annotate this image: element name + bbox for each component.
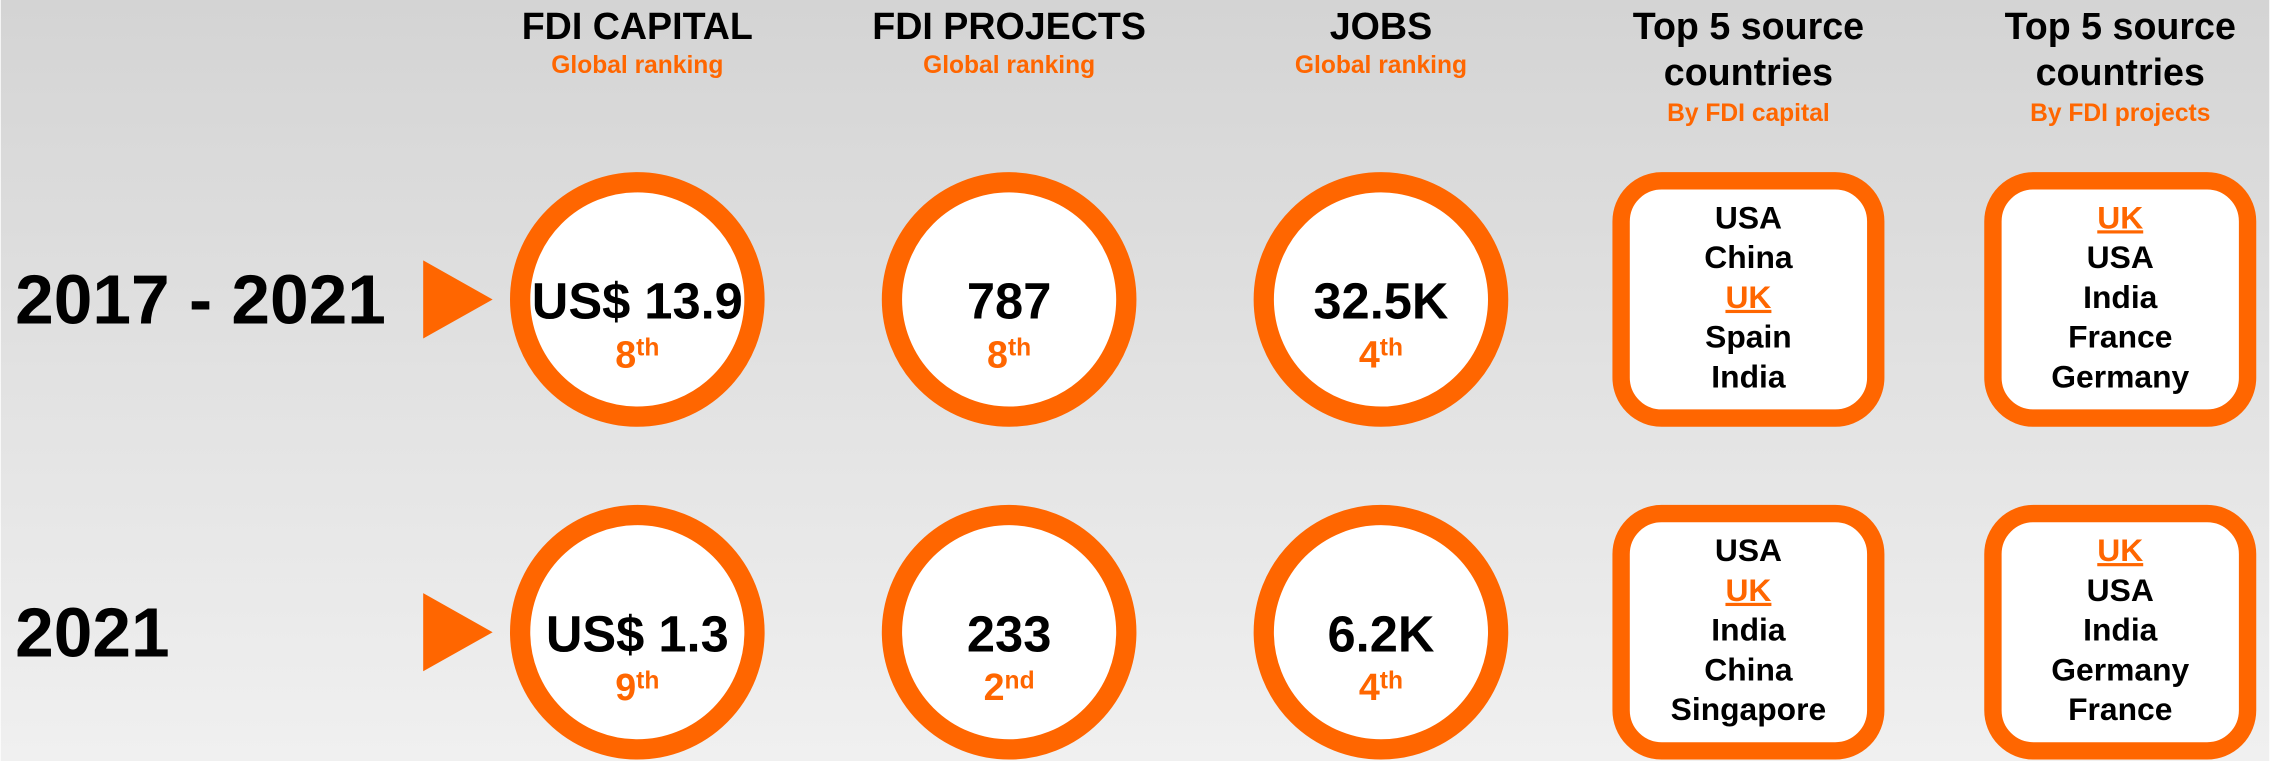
country-highlight: UK: [1725, 279, 1771, 315]
rank-number: 4: [1359, 333, 1380, 375]
column-title: Top 5 source: [2005, 5, 2236, 47]
column-title: Top 5 source: [1633, 5, 1864, 47]
column-title: FDI CAPITAL: [522, 5, 753, 47]
rank-suffix: nd: [1005, 667, 1035, 694]
metric-circle: [509, 504, 765, 760]
column-title: countries: [1664, 51, 1833, 93]
metric-value: 233: [967, 605, 1051, 662]
rank-number: 4: [1359, 666, 1380, 708]
rank-suffix: th: [636, 334, 659, 361]
column-title: FDI PROJECTS: [872, 5, 1146, 47]
country: India: [2083, 279, 2158, 315]
column-title: countries: [2036, 51, 2205, 93]
rank-suffix: th: [636, 667, 659, 694]
country: India: [2083, 612, 2158, 648]
country: USA: [2087, 572, 2154, 608]
country: France: [2068, 319, 2172, 355]
metric-value: US$ 13.9: [532, 273, 743, 330]
metric-circle: [881, 172, 1137, 427]
metric-value: US$ 1.3: [546, 605, 729, 662]
column-subtitle: Global ranking: [923, 52, 1095, 79]
country: USA: [1715, 532, 1782, 568]
country: Germany: [2051, 358, 2189, 394]
country: China: [1704, 651, 1793, 687]
rank-number: 2: [984, 666, 1005, 708]
metric-circle: [1253, 504, 1509, 760]
country: India: [1711, 612, 1786, 648]
row-label: 2021: [15, 593, 169, 671]
country-highlight: UK: [1725, 572, 1771, 608]
country: China: [1704, 239, 1793, 275]
metric-rank: 9th: [615, 666, 659, 708]
metric-circle: [1253, 172, 1509, 427]
country: USA: [2087, 239, 2154, 275]
country: Singapore: [1671, 691, 1827, 727]
row-label: 2017 - 2021: [15, 261, 386, 339]
arrow: [423, 593, 493, 672]
country: Spain: [1705, 319, 1792, 355]
rank-suffix: th: [1380, 667, 1403, 694]
metric-rank: 8th: [987, 333, 1031, 375]
rank-number: 8: [615, 333, 636, 375]
metric-rank: 2nd: [984, 666, 1035, 708]
rank-suffix: th: [1008, 334, 1031, 361]
country: Germany: [2051, 651, 2189, 687]
column-subtitle: By FDI projects: [2030, 100, 2210, 127]
country-highlight: UK: [2097, 199, 2143, 235]
metric-rank: 4th: [1359, 666, 1403, 708]
column-subtitle: Global ranking: [551, 52, 723, 79]
rank-suffix: th: [1380, 334, 1403, 361]
country: USA: [1715, 199, 1782, 235]
country-box: [1612, 504, 1885, 760]
metric-circle: [509, 172, 765, 427]
metric-rank: 4th: [1359, 333, 1403, 375]
metric-rank: 8th: [615, 333, 659, 375]
country-box: [1984, 504, 2257, 760]
metric-value: 787: [967, 273, 1051, 330]
country-box: [1612, 172, 1885, 427]
country-highlight: UK: [2097, 532, 2143, 568]
country-box: [1984, 172, 2257, 427]
arrow: [423, 260, 493, 339]
column-subtitle: By FDI capital: [1667, 100, 1830, 127]
country: France: [2068, 691, 2172, 727]
column-subtitle: Global ranking: [1295, 52, 1467, 79]
column-title: JOBS: [1330, 5, 1432, 47]
metric-circle: [881, 504, 1137, 760]
rank-number: 8: [987, 333, 1008, 375]
metric-value: 32.5K: [1313, 273, 1449, 330]
country: India: [1711, 358, 1786, 394]
rank-number: 9: [615, 666, 636, 708]
metric-value: 6.2K: [1327, 605, 1434, 662]
